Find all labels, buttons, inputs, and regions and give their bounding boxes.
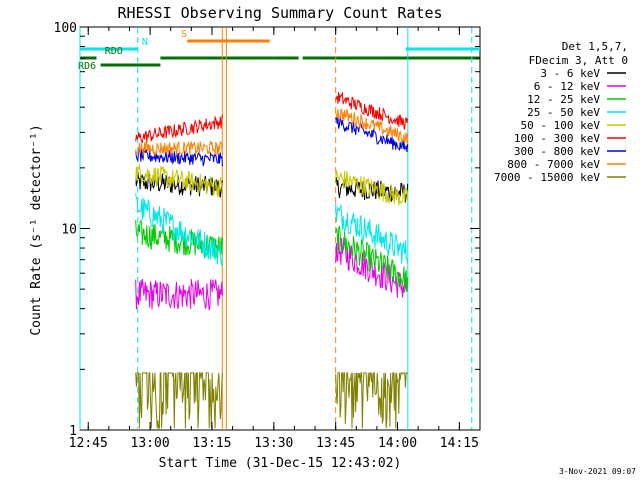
series-line — [335, 169, 409, 206]
y-axis-label: Count Rate (s⁻¹ detector⁻¹) — [29, 124, 44, 335]
series-line — [335, 91, 409, 130]
legend-entry: 7000 - 15000 keV — [494, 171, 600, 184]
series-line — [135, 114, 223, 144]
flag-label: RD6 — [78, 61, 96, 72]
chart-title: RHESSI Observing Summary Count Rates — [117, 4, 442, 22]
vlines-layer — [79, 27, 473, 430]
flag-label: N — [142, 37, 148, 48]
y-tick-label: 10 — [61, 223, 77, 238]
series-line — [135, 279, 223, 311]
series-line — [335, 108, 409, 144]
series-line — [335, 202, 409, 264]
legend-header-line-1: Det 1,5,7, — [562, 40, 628, 53]
x-axis-label: Start Time (31-Dec-15 12:43:02) — [159, 456, 402, 471]
legend-entry: 100 - 300 keV — [514, 132, 600, 145]
series-line — [135, 164, 223, 198]
y-tick-label: 100 — [54, 21, 77, 36]
series-line — [335, 116, 409, 152]
plot-timestamp: 3-Nov-2021 09:07 — [559, 467, 636, 476]
flag-label: S — [181, 29, 187, 40]
flag-label: RDO — [105, 46, 123, 57]
x-tick-label: 14:00 — [378, 436, 417, 451]
flags-layer: N S RDO RD6 — [78, 29, 480, 72]
legend-entry: 50 - 100 keV — [521, 119, 601, 132]
axes-layer: 12:45 13:00 13:15 13:30 13:45 14:00 14:15 1 10 10… — [54, 21, 481, 451]
y-tick-label: 1 — [69, 424, 77, 439]
series-line — [135, 139, 223, 157]
legend-entry: 3 - 6 keV — [540, 67, 600, 80]
legend-entry: 25 - 50 keV — [527, 106, 600, 119]
series-layer — [135, 91, 409, 429]
legend-entry: 800 - 7000 keV — [507, 158, 600, 171]
x-tick-label: 13:45 — [316, 436, 355, 451]
series-line — [335, 372, 408, 429]
x-tick-label: 12:45 — [69, 436, 108, 451]
series-line — [135, 148, 223, 168]
series-line — [335, 225, 409, 292]
series-line — [135, 193, 223, 267]
x-tick-label: 14:15 — [440, 436, 479, 451]
x-tick-label: 13:15 — [192, 436, 231, 451]
legend-header-line-2: FDecim 3, Att 0 — [529, 54, 628, 67]
legend-entry: 12 - 25 keV — [527, 93, 600, 106]
x-tick-label: 13:00 — [131, 436, 170, 451]
legend-entry: 6 - 12 keV — [534, 80, 601, 93]
series-line — [135, 371, 223, 429]
x-tick-label: 13:30 — [254, 436, 293, 451]
legend-entry: 300 - 800 keV — [514, 145, 600, 158]
